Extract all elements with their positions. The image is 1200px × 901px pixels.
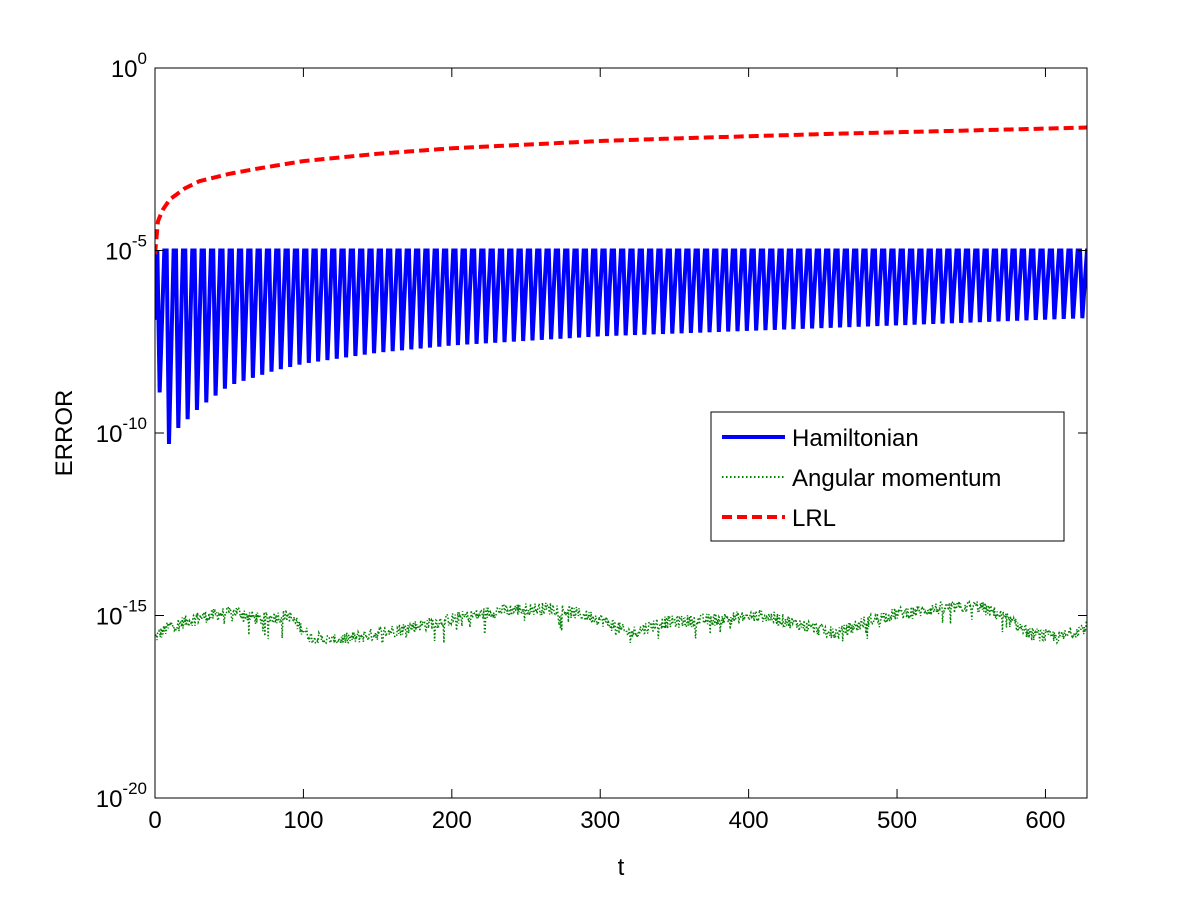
x-tick-label: 200 [432,807,472,834]
x-tick-label: 400 [729,807,769,834]
y-tick-label: 10-15 [96,597,147,631]
x-axis-label: t [618,854,625,881]
series-layer [155,125,1087,646]
legend-label-angular-momentum: Angular momentum [792,465,1001,492]
legend-label-lrl: LRL [792,505,836,532]
legend-label-hamiltonian: Hamiltonian [792,425,919,452]
legend: Hamiltonian Angular momentum LRL [710,411,1065,542]
y-tick-label: 10-5 [105,232,147,266]
x-tick-label: 500 [877,807,917,834]
y-tick-label: 10-10 [96,414,147,448]
series-lrl-line [155,125,1087,255]
series-angular-momentum-line [155,600,1087,646]
ticks-layer: 0 100 200 300 400 500 600 100 10-5 10-10 10-15 10-2… [96,49,1087,834]
y-tick-label: 10-20 [96,779,147,813]
y-axis-label: ERROR [51,390,78,477]
y-tick-label: 100 [111,49,147,83]
legend-box [710,411,1065,542]
series-hamiltonian-line [155,248,1087,445]
x-tick-label: 0 [148,807,161,834]
x-tick-label: 600 [1025,807,1065,834]
x-tick-label: 300 [580,807,620,834]
x-tick-label: 100 [283,807,323,834]
